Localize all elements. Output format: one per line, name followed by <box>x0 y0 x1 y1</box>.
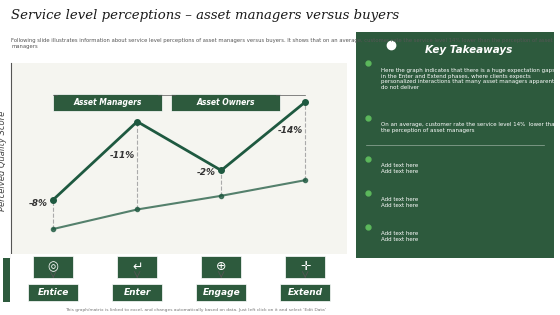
Text: Add text here
Add text here: Add text here Add text here <box>381 231 419 242</box>
FancyBboxPatch shape <box>171 94 280 111</box>
Text: Asset Managers: Asset Managers <box>73 98 142 107</box>
FancyBboxPatch shape <box>53 94 162 111</box>
Text: This graph/matrix is linked to excel, and changes automatically based on data. J: This graph/matrix is linked to excel, an… <box>66 308 326 312</box>
Text: ◎: ◎ <box>48 260 59 273</box>
Text: Engage: Engage <box>202 288 240 297</box>
Text: Enter: Enter <box>124 288 151 297</box>
Text: Add text here
Add text here: Add text here Add text here <box>381 197 419 208</box>
Text: Entice: Entice <box>38 288 69 297</box>
Text: Following slide illustrates information about service level perceptions of asset: Following slide illustrates information … <box>11 38 553 49</box>
FancyBboxPatch shape <box>33 255 73 278</box>
Text: -11%: -11% <box>109 151 135 160</box>
Text: On an average, customer rate the service level 14%  lower than the perception of: On an average, customer rate the service… <box>381 122 558 133</box>
FancyBboxPatch shape <box>196 284 246 301</box>
Text: Add text here
Add text here: Add text here Add text here <box>381 163 419 174</box>
FancyBboxPatch shape <box>112 284 162 301</box>
FancyBboxPatch shape <box>280 284 330 301</box>
Text: Here the graph indicates that there is a huge expectation gaps in the Enter and : Here the graph indicates that there is a… <box>381 68 559 90</box>
FancyBboxPatch shape <box>201 255 241 278</box>
Text: ✛: ✛ <box>300 260 310 273</box>
Y-axis label: Perceived Quality Score: Perceived Quality Score <box>0 111 7 211</box>
Text: ⊕: ⊕ <box>216 260 226 273</box>
Text: Asset Owners: Asset Owners <box>196 98 255 107</box>
FancyBboxPatch shape <box>117 255 157 278</box>
Text: -2%: -2% <box>197 168 216 177</box>
Text: -14%: -14% <box>277 126 303 135</box>
Text: ↵: ↵ <box>132 260 142 273</box>
Text: -8%: -8% <box>29 199 48 209</box>
FancyBboxPatch shape <box>28 284 78 301</box>
FancyBboxPatch shape <box>285 255 325 278</box>
Text: Service level perceptions – asset managers versus buyers: Service level perceptions – asset manage… <box>11 9 399 22</box>
Text: Extend: Extend <box>288 288 323 297</box>
Text: Key Takeaways: Key Takeaways <box>425 45 512 55</box>
